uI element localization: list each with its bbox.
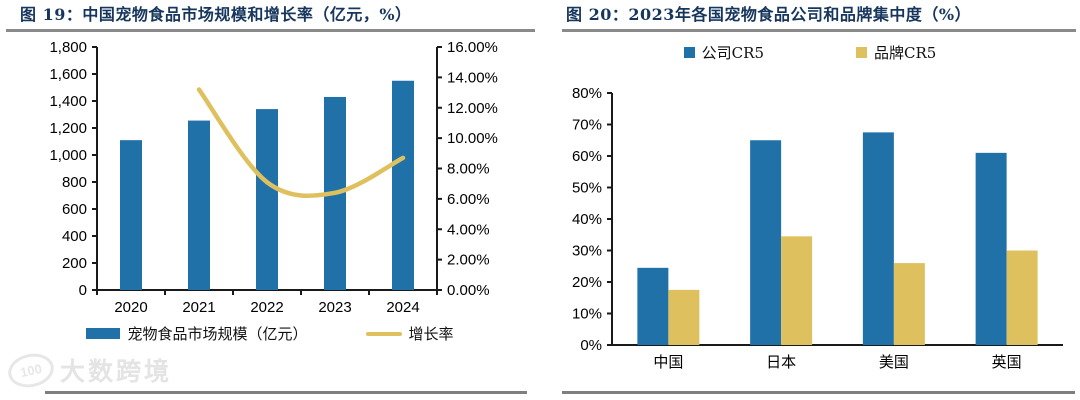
legend-label-brand-cr5: 品牌CR5 bbox=[874, 44, 937, 62]
figure-19-title-rule bbox=[6, 29, 535, 32]
figure-19-bottom-rule bbox=[45, 391, 527, 394]
right-axis-tick-label: 0.00% bbox=[447, 282, 490, 299]
company-cr5-bar-英国 bbox=[975, 152, 1007, 345]
x-axis-label-英国: 英国 bbox=[992, 353, 1022, 371]
brand-cr5-bar-中国 bbox=[668, 289, 700, 345]
figure-19-legend: 宠物食品市场规模（亿元） 增长率 bbox=[0, 323, 540, 344]
legend-label-company-cr5: 公司CR5 bbox=[701, 44, 764, 62]
figure-20-bottom-rule bbox=[562, 391, 1075, 394]
right-axis-tick-label: 12.00% bbox=[447, 100, 498, 117]
x-axis-label-日本: 日本 bbox=[766, 353, 796, 371]
legend-label-market-size: 宠物食品市场规模（亿元） bbox=[127, 325, 308, 343]
bar-2022 bbox=[256, 109, 278, 290]
company-cr5-bar-美国 bbox=[862, 132, 894, 345]
right-axis-tick-label: 2.00% bbox=[447, 252, 490, 269]
y-axis-tick-label: 0% bbox=[580, 337, 602, 354]
y-axis-tick-label: 20% bbox=[572, 274, 602, 291]
y-axis-tick-label: 80% bbox=[572, 85, 602, 102]
x-axis-label-2022: 2022 bbox=[250, 299, 283, 316]
figure-20-title-rule bbox=[562, 29, 1076, 32]
bar-2024 bbox=[392, 80, 414, 290]
brand-cr5-bar-英国 bbox=[1006, 250, 1038, 345]
brand-cr5-bar-日本 bbox=[781, 236, 813, 345]
left-axis-tick-label: 1,800 bbox=[49, 39, 87, 56]
left-axis-tick-label: 200 bbox=[62, 255, 87, 272]
legend-item-growth-rate: 增长率 bbox=[365, 323, 454, 344]
right-axis-tick-label: 4.00% bbox=[447, 221, 490, 238]
left-axis-tick-label: 1,400 bbox=[49, 93, 87, 110]
y-axis-tick-label: 10% bbox=[572, 306, 602, 323]
y-axis-tick-label: 70% bbox=[572, 117, 602, 134]
x-axis-label-2020: 2020 bbox=[114, 299, 147, 316]
line-series-swatch bbox=[365, 331, 402, 336]
left-axis-tick-label: 400 bbox=[62, 228, 87, 245]
figure-20-chart: 0% 10% 20% 30% 40% 50% 60% 70% 80% 中国 日本 美国 英国 bbox=[572, 85, 1063, 371]
brand-cr5-bar-美国 bbox=[893, 263, 925, 345]
company-cr5-swatch bbox=[683, 47, 695, 58]
bar-2020 bbox=[120, 140, 142, 290]
company-cr5-bar-中国 bbox=[637, 267, 669, 345]
left-axis-tick-label: 600 bbox=[62, 201, 87, 218]
right-axis-tick-label: 10.00% bbox=[447, 130, 498, 147]
left-axis-tick-label: 0 bbox=[79, 282, 87, 299]
legend-item-company-cr5: 公司CR5 bbox=[683, 42, 764, 63]
left-axis-tick-label: 1,600 bbox=[49, 66, 87, 83]
y-axis-tick-label: 50% bbox=[572, 180, 602, 197]
growth-rate-line bbox=[196, 87, 406, 198]
company-cr5-bar-日本 bbox=[750, 140, 782, 345]
right-axis-tick-label: 16.00% bbox=[447, 39, 498, 56]
figure-19-chart: 0 200 400 600 800 1,000 1,200 1,400 1,600 1,800 0.… bbox=[49, 39, 498, 316]
left-axis-tick-label: 800 bbox=[62, 174, 87, 191]
x-axis-label-2021: 2021 bbox=[182, 299, 215, 316]
figure-20-legend: 公司CR5 品牌CR5 bbox=[540, 42, 1080, 63]
bar-series-swatch bbox=[86, 328, 121, 339]
y-axis-tick-label: 60% bbox=[572, 148, 602, 165]
x-axis-label-美国: 美国 bbox=[879, 353, 909, 371]
bar-2021 bbox=[188, 120, 210, 290]
x-axis-label-2023: 2023 bbox=[318, 299, 351, 316]
figure-19-title: 图 19：中国宠物食品市场规模和增长率（亿元，%） bbox=[20, 5, 412, 24]
figure-20-title: 图 20：2023年各国宠物食品公司和品牌集中度（%） bbox=[566, 5, 972, 24]
legend-label-growth-rate: 增长率 bbox=[408, 325, 454, 343]
brand-cr5-swatch bbox=[856, 47, 867, 58]
right-axis-tick-label: 14.00% bbox=[447, 69, 498, 86]
right-axis-tick-label: 8.00% bbox=[447, 161, 490, 178]
x-axis-label-2024: 2024 bbox=[386, 299, 419, 316]
legend-item-market-size: 宠物食品市场规模（亿元） bbox=[86, 323, 308, 344]
y-axis-tick-label: 30% bbox=[572, 243, 602, 260]
x-axis-label-中国: 中国 bbox=[653, 353, 683, 371]
watermark-text: 大数跨境 bbox=[60, 358, 173, 386]
watermark: 100 大数跨境 bbox=[5, 349, 173, 391]
right-axis-tick-label: 6.00% bbox=[447, 191, 490, 208]
watermark-logo-icon: 100 bbox=[5, 349, 57, 391]
left-axis-tick-label: 1,200 bbox=[49, 120, 87, 137]
y-axis-tick-label: 40% bbox=[572, 211, 602, 228]
left-axis-tick-label: 1,000 bbox=[49, 147, 87, 164]
legend-item-brand-cr5: 品牌CR5 bbox=[856, 42, 936, 63]
